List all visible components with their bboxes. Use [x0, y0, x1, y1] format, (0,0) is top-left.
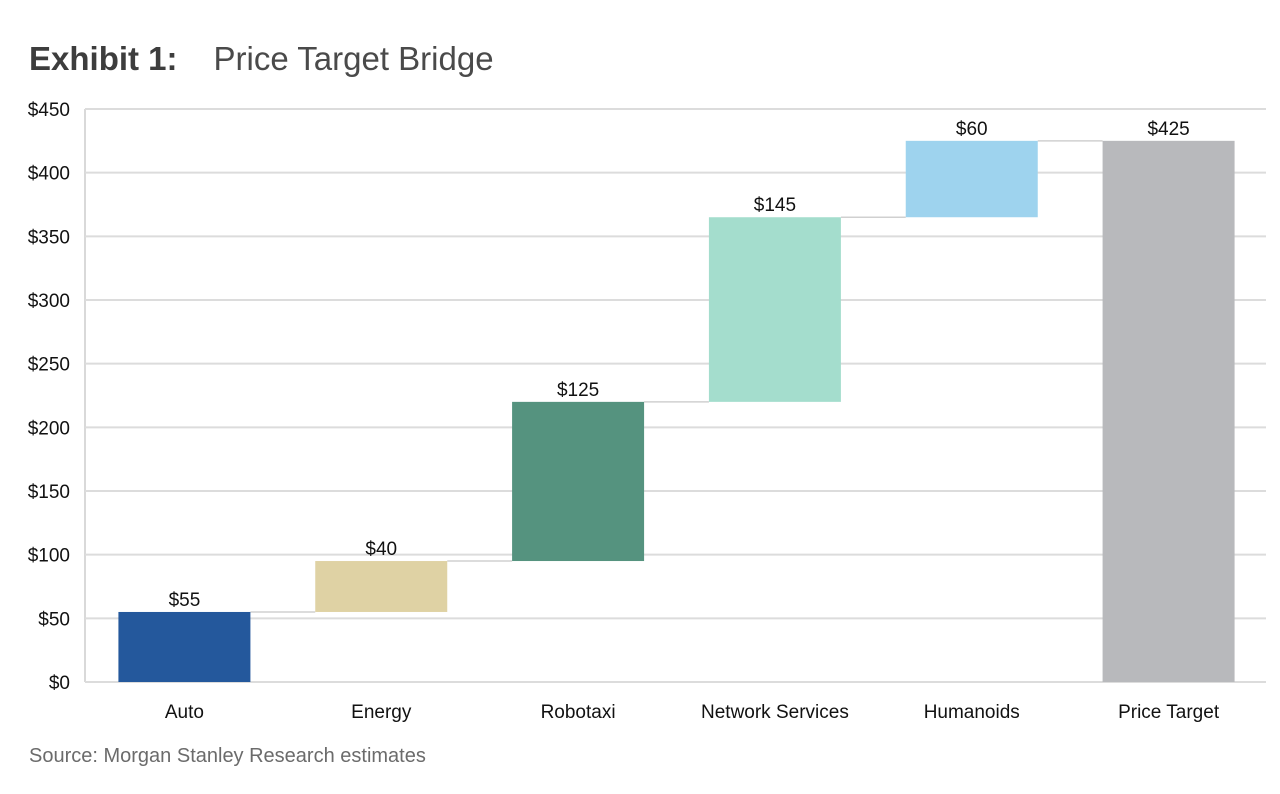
bar-price-target [1102, 140, 1235, 683]
bars [118, 140, 1235, 683]
x-axis-labels: Auto Energy Robotaxi Network Services Humano… [165, 702, 1220, 723]
bar-humanoids [905, 140, 1038, 218]
data-label: $60 [956, 119, 988, 140]
y-tick-label: $250 [28, 355, 70, 376]
y-tick-label: $300 [28, 291, 70, 312]
y-tick-label: $150 [28, 482, 70, 503]
y-axis-ticks: $0 $50 $100 $150 $200 $250 $300 $350 $400 $450 [28, 100, 70, 694]
exhibit-label: Exhibit 1: [29, 40, 178, 77]
x-tick-label: Robotaxi [541, 702, 616, 723]
y-tick-label: $350 [28, 227, 70, 248]
chart-title: Exhibit 1: Price Target Bridge [29, 40, 494, 78]
x-tick-label: Energy [351, 702, 412, 723]
data-label: $40 [365, 539, 397, 560]
data-label: $55 [169, 590, 201, 611]
x-tick-label: Humanoids [924, 702, 1020, 723]
data-labels: $55 $40 $125 $145 $60 $425 [169, 119, 1190, 611]
y-tick-label: $100 [28, 546, 70, 567]
x-tick-label: Network Services [701, 702, 849, 723]
data-label: $125 [557, 380, 599, 401]
data-label: $425 [1147, 119, 1189, 140]
y-tick-label: $450 [28, 100, 70, 121]
y-tick-label: $50 [38, 609, 70, 630]
y-tick-label: $400 [28, 164, 70, 185]
bar-auto [118, 611, 251, 682]
data-label: $145 [754, 195, 796, 216]
gridlines [84, 108, 1266, 683]
bar-energy [315, 561, 448, 612]
x-tick-label: Price Target [1118, 702, 1220, 723]
x-tick-label: Auto [165, 702, 204, 723]
y-tick-label: $200 [28, 418, 70, 439]
bar-robotaxi [512, 401, 645, 562]
source-note: Source: Morgan Stanley Research estimate… [29, 745, 426, 767]
y-tick-label: $0 [49, 673, 70, 694]
bar-network-services [708, 217, 841, 402]
connector-lines [250, 140, 1103, 613]
title-text: Price Target Bridge [213, 40, 494, 77]
